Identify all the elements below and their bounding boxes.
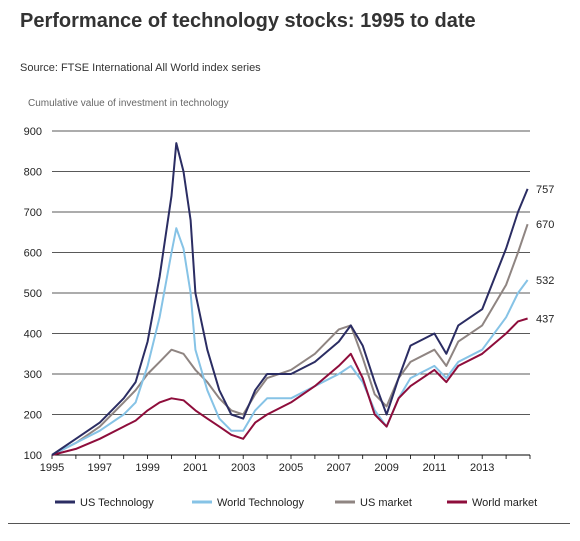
- chart-title: Performance of technology stocks: 1995 t…: [20, 10, 476, 32]
- y-tick-label: 600: [24, 248, 42, 260]
- y-tick-label: 900: [24, 126, 42, 138]
- y-tick-label: 800: [24, 167, 42, 179]
- x-tick-label: 1997: [88, 462, 112, 474]
- legend-label: US Technology: [80, 497, 154, 509]
- y-tick-label: 700: [24, 207, 42, 219]
- y-tick-label: 300: [24, 369, 42, 381]
- grid: [52, 130, 530, 456]
- y-tick-label: 200: [24, 410, 42, 422]
- x-ticks: 1995 1997 1999 2001 2003 2005 2007 2009 2011 2013: [40, 455, 531, 474]
- series-line-us-market: [51, 223, 529, 456]
- x-tick-label: 1995: [40, 462, 64, 474]
- end-value-label: 437: [536, 314, 554, 326]
- x-tick-label: 2011: [423, 462, 447, 474]
- legend: US Technology World Technology US market Wo…: [55, 497, 537, 509]
- chart-source: Source: FTSE International All World ind…: [20, 62, 261, 74]
- x-tick-label: 2013: [470, 462, 494, 474]
- y-axis-label: Cumulative value of investment in techno…: [28, 98, 229, 109]
- y-tick-label: 400: [24, 329, 42, 341]
- end-value-label: 670: [536, 219, 554, 231]
- series-lines: [51, 142, 529, 456]
- y-ticks: 100 200 300 400 500 600 700 800 900: [24, 126, 42, 462]
- x-tick-label: 2007: [327, 462, 351, 474]
- y-tick-label: 100: [24, 450, 42, 462]
- end-labels: 757 532 670 437: [536, 184, 554, 326]
- x-tick-label: 2005: [279, 462, 303, 474]
- series-line-world-market: [51, 317, 528, 456]
- y-tick-label: 500: [24, 288, 42, 300]
- series-line-world-technology: [51, 227, 529, 456]
- legend-label: World market: [472, 497, 537, 509]
- end-value-label: 757: [536, 184, 554, 196]
- x-tick-label: 1999: [135, 462, 159, 474]
- x-tick-label: 2009: [374, 462, 398, 474]
- bottom-divider: [8, 523, 570, 524]
- legend-label: World Technology: [217, 497, 305, 509]
- series-line-us-technology: [51, 142, 529, 456]
- end-value-label: 532: [536, 275, 554, 287]
- legend-label: US market: [360, 497, 412, 509]
- x-tick-label: 2001: [183, 462, 207, 474]
- x-tick-label: 2003: [231, 462, 255, 474]
